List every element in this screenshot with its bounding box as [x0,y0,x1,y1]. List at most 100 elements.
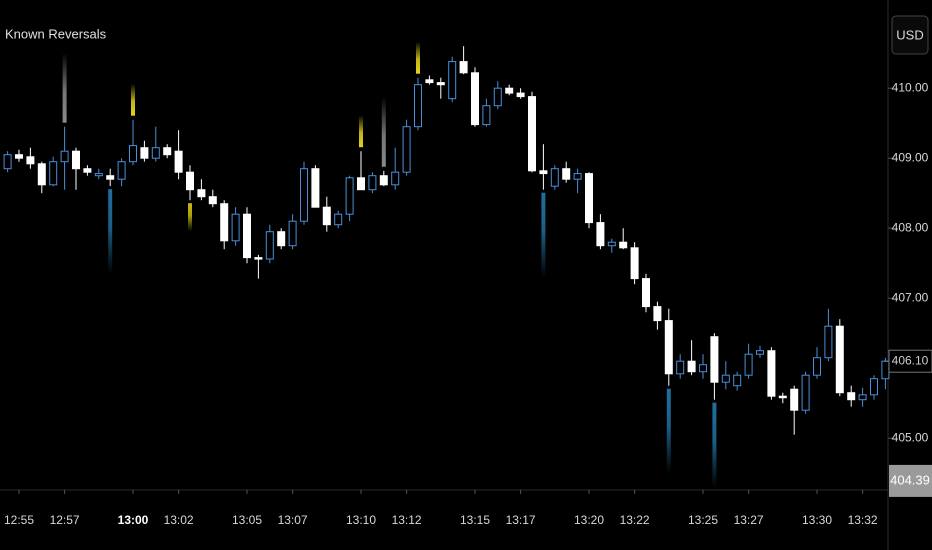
candle-body [15,154,23,159]
candle-body [345,177,354,215]
x-tick-label: 13:05 [232,513,262,527]
candle-body [824,325,833,359]
candle-body [288,220,297,247]
reversal-marker [381,96,386,167]
candle-body [505,87,514,94]
candle-body [835,325,844,394]
y-tick-label: 407.00 [892,290,929,304]
candle-body [243,213,251,259]
candle-body [881,360,890,380]
price-tag [889,464,932,497]
reversal-marker [541,192,546,278]
candle-body [687,360,696,373]
candle-body [676,360,685,375]
reversal-marker [359,115,363,148]
candle-body [721,374,730,383]
candle-body [733,374,742,387]
candle-body [459,61,468,74]
candle-body [858,394,867,401]
candle-body [482,105,491,126]
candle-body [49,161,58,186]
candle-body [642,278,650,308]
x-tick-label: 13:15 [460,513,490,527]
candle-body [357,177,365,191]
last-price-label: 406.10 [892,353,929,367]
candle-body [117,161,126,180]
candle-body [231,213,240,242]
candle-body [277,231,286,247]
candle-body [562,168,571,180]
candle-body [585,173,593,224]
currency-label[interactable]: USD [896,27,923,42]
x-tick-label: 13:02 [164,513,194,527]
reversal-marker [416,41,420,74]
candle-body [699,364,707,373]
plot-area [3,41,890,488]
reversal-marker [666,388,671,474]
candle-body [436,82,445,86]
candle-body [596,222,605,247]
candle-body [550,168,559,187]
indicator-title: Known Reversals [5,26,107,41]
price-tag-label: 404.39 [890,472,930,487]
candle-body [425,79,434,84]
candle-body [619,241,628,249]
reversal-marker [712,402,717,488]
candle-body [37,163,46,186]
x-tick-label: 13:25 [688,513,718,527]
candle-body [83,168,92,173]
candle-body [106,175,115,180]
x-tick-label: 12:57 [50,513,80,527]
candle-body [254,257,263,260]
reversal-marker [188,203,192,232]
candle-body [3,154,12,170]
candle-body [140,147,149,159]
x-tick-label: 13:30 [802,513,832,527]
x-tick-label: 13:27 [734,513,764,527]
candle-body [322,206,331,226]
candle-body [790,388,799,411]
candle-body [265,231,274,260]
candle-body [26,156,35,165]
x-tick-label: 13:07 [278,513,308,527]
candle-body [710,336,719,383]
candle-body [72,150,80,170]
candle-body [756,350,764,355]
candle-body [801,374,810,411]
candle-body [129,145,137,163]
candle-body [391,171,400,186]
candle-body [220,203,229,242]
candle-body [151,147,160,159]
candle-body [664,320,673,375]
candle-body [653,306,662,322]
last-price-tag [888,349,932,373]
candle-body [94,173,103,177]
x-tick-label: 13:20 [574,513,604,527]
candle-body [414,84,422,128]
candle-body [208,196,217,205]
candle-body [448,61,457,100]
y-tick-label: 408.00 [892,220,929,234]
candle-body [813,357,821,376]
candle-body [471,72,479,126]
reversal-marker [131,83,135,116]
x-tick-label: 13:12 [392,513,422,527]
candle-body [60,150,69,163]
x-tick-label: 12:55 [4,513,34,527]
candle-body [630,247,639,280]
candle-body [493,87,502,107]
y-tick-label: 410.00 [892,80,929,94]
candle-body [379,175,388,186]
currency-button[interactable] [891,15,929,55]
candle-body [311,168,320,208]
candle-body [778,395,787,399]
candle-body [197,189,206,198]
candle-body [186,171,194,191]
x-tick-label: 13:10 [346,513,376,527]
candle-body [847,392,856,401]
candle-body [163,147,172,156]
candle-body [607,241,616,247]
candle-body [334,213,343,226]
